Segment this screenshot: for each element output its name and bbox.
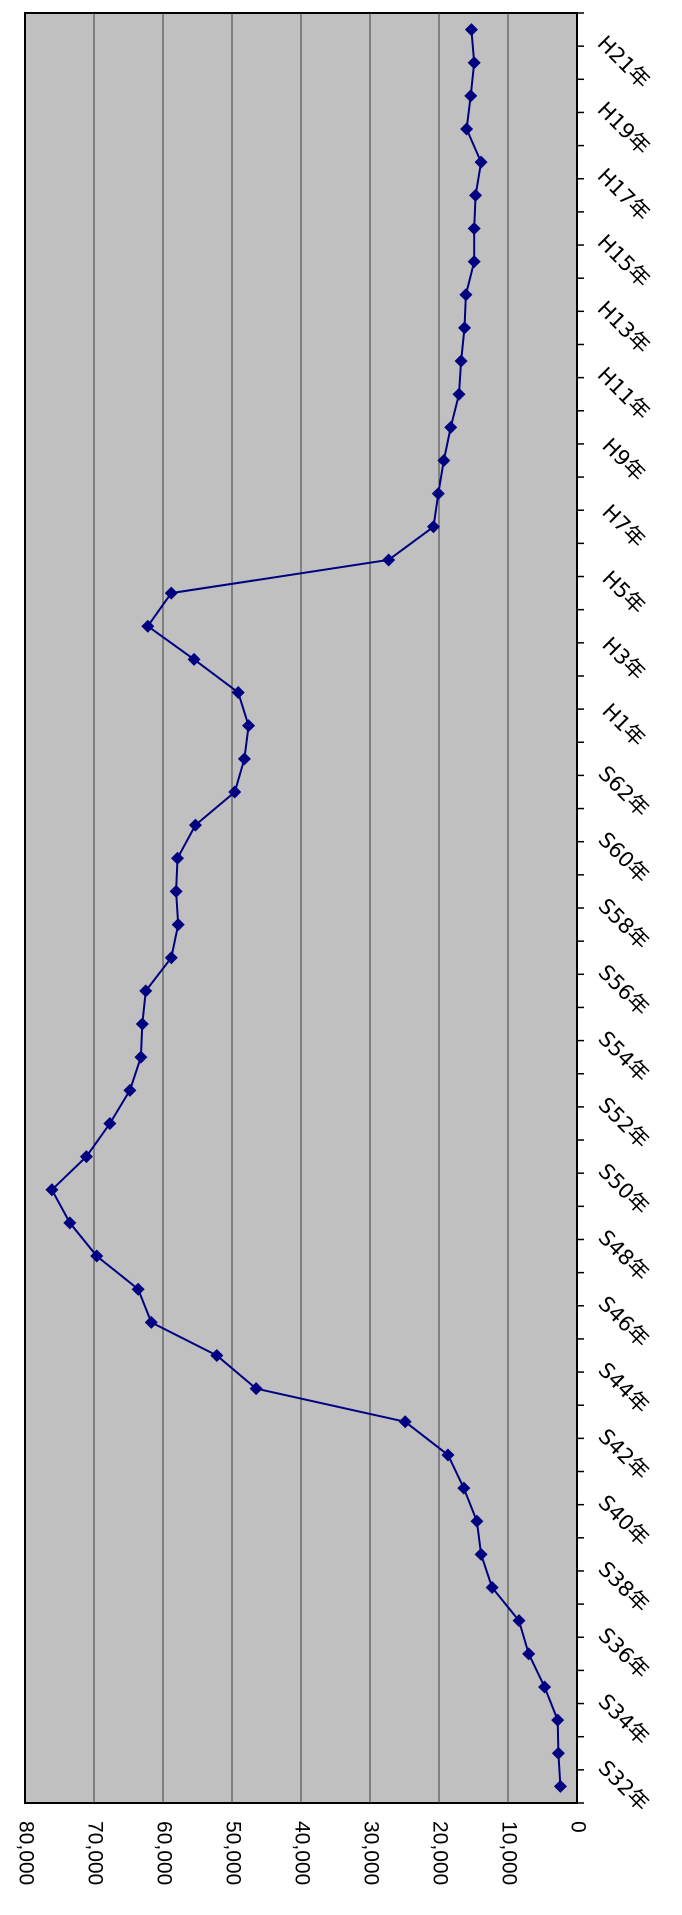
x-tick-label: H21年 <box>593 31 655 93</box>
data-point <box>454 354 468 368</box>
category-axis <box>577 12 584 1804</box>
data-point <box>90 1249 104 1263</box>
data-point <box>467 221 481 235</box>
data-point <box>141 619 155 633</box>
data-point <box>467 56 481 70</box>
x-tick-label: H11年 <box>593 363 655 425</box>
data-point <box>457 1481 471 1495</box>
x-tick-label: S48年 <box>594 1225 654 1285</box>
data-point <box>169 884 183 898</box>
x-tick-label: H15年 <box>593 230 655 292</box>
x-tick-label: S54年 <box>594 1026 654 1086</box>
data-point <box>522 1647 536 1661</box>
data-point <box>103 1116 117 1130</box>
data-point <box>459 288 473 302</box>
x-tick-label: H13年 <box>593 296 655 358</box>
x-tick-label: S62年 <box>594 761 654 821</box>
data-point <box>171 918 185 932</box>
data-point <box>63 1216 77 1230</box>
data-point <box>452 387 466 401</box>
data-point <box>170 851 184 865</box>
data-point <box>210 1349 224 1362</box>
y-tick-label: 40,000 <box>290 1821 313 1885</box>
grid-lines <box>93 13 509 1803</box>
data-point <box>188 818 202 832</box>
x-tick-label: S40年 <box>594 1490 654 1550</box>
data-point <box>470 1514 484 1528</box>
x-tick-label: H5年 <box>597 566 649 618</box>
x-tick-label: S50年 <box>594 1159 654 1219</box>
data-point <box>437 454 451 467</box>
data-point <box>553 1779 567 1793</box>
y-tick-label: 10,000 <box>497 1821 520 1885</box>
data-point <box>512 1614 526 1628</box>
x-tick-label: H3年 <box>597 632 649 684</box>
data-point <box>242 719 256 733</box>
value-axis-labels: 0 10,000 20,000 30,000 40,000 50,000 60,000 70,… <box>14 1821 589 1885</box>
data-point <box>135 1017 149 1031</box>
x-tick-label: H19年 <box>593 97 655 159</box>
data-point <box>45 1183 59 1197</box>
y-tick-label: 80,000 <box>14 1821 37 1885</box>
data-point <box>131 1282 145 1296</box>
data-point <box>469 188 483 202</box>
data-point <box>237 752 251 766</box>
data-point <box>79 1150 93 1164</box>
data-point <box>139 984 153 998</box>
data-point <box>231 686 245 700</box>
x-tick-label: H1年 <box>597 699 649 751</box>
x-tick-label: S32年 <box>594 1756 654 1816</box>
y-tick-label: 0 <box>566 1821 589 1833</box>
data-point <box>187 652 201 666</box>
data-point <box>431 487 445 501</box>
x-tick-label: S42年 <box>594 1424 654 1484</box>
y-tick-label: 60,000 <box>152 1821 175 1885</box>
x-tick-label: S52年 <box>594 1093 654 1153</box>
x-tick-label: S34年 <box>594 1689 654 1749</box>
data-point <box>398 1415 412 1429</box>
data-point <box>538 1680 552 1694</box>
x-tick-label: S44年 <box>594 1358 654 1418</box>
data-point <box>458 321 472 335</box>
data-point <box>444 420 458 434</box>
y-tick-label: 70,000 <box>83 1821 106 1885</box>
y-tick-label: 20,000 <box>428 1821 451 1885</box>
data-point <box>441 1448 455 1462</box>
data-point <box>464 23 478 37</box>
data-point <box>474 155 488 169</box>
x-tick-label: S38年 <box>594 1557 654 1617</box>
x-tick-label: H7年 <box>597 500 649 552</box>
data-point <box>464 89 478 103</box>
data-point <box>551 1746 565 1760</box>
x-tick-label: H17年 <box>593 164 655 226</box>
x-tick-label: S46年 <box>594 1292 654 1352</box>
data-point <box>460 122 474 136</box>
data-point <box>164 586 178 600</box>
data-point <box>426 520 440 534</box>
y-tick-label: 50,000 <box>221 1821 244 1885</box>
data-point <box>474 1547 488 1561</box>
data-point <box>551 1713 565 1727</box>
x-tick-label: S60年 <box>594 827 654 887</box>
data-point <box>164 951 178 965</box>
series-group <box>45 23 567 1793</box>
data-point <box>382 553 396 567</box>
data-point <box>123 1083 137 1097</box>
data-point <box>485 1581 499 1595</box>
data-point <box>144 1315 158 1329</box>
data-point <box>228 785 242 799</box>
data-point <box>134 1050 148 1064</box>
data-point <box>467 255 481 269</box>
x-tick-label: H9年 <box>597 434 649 486</box>
x-tick-label: S58年 <box>594 894 654 954</box>
x-tick-label: S56年 <box>594 960 654 1020</box>
x-tick-label: S36年 <box>594 1623 654 1683</box>
data-point <box>249 1382 263 1396</box>
y-tick-label: 30,000 <box>359 1821 382 1885</box>
